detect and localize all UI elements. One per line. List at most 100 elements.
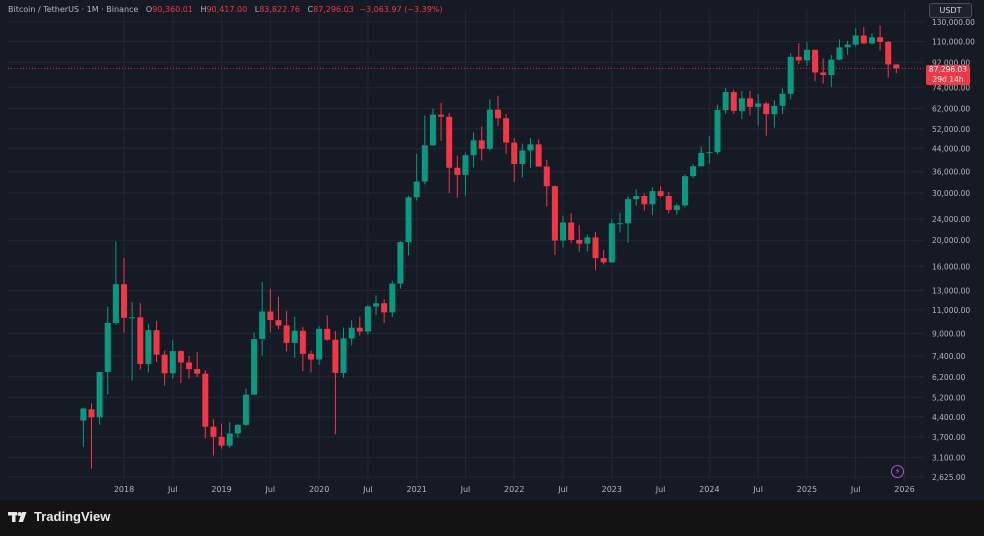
candle-body [543,166,550,187]
candle-body [625,199,632,224]
tradingview-logo[interactable]: TradingView [8,509,110,524]
candle-body [690,166,697,177]
candle-body [226,433,233,446]
symbol-title: Bitcoin / TetherUS · 1M · Binance [8,5,139,14]
candle [893,64,900,74]
candle-body [616,223,623,225]
candle [584,234,591,252]
candle [608,219,615,263]
open-value: 90,360.01 [152,5,193,14]
candle [194,351,201,378]
candle [324,315,331,341]
candle-body [332,339,339,373]
flash-icon[interactable]: ⚡ [891,465,904,478]
candle [429,108,436,146]
candle [446,113,453,193]
candle-body [868,37,875,44]
last-price-tag: 87,296.03 29d 14h [926,65,970,85]
x-tick-label: Jul [850,485,861,494]
candle [438,103,445,141]
candle-body [438,114,445,117]
candle [828,55,835,87]
candle-body [478,140,485,149]
candle-body [397,242,404,284]
x-tick-label: Jul [655,485,666,494]
x-tick-label: Jul [752,485,763,494]
candle [454,155,461,198]
candle [364,305,371,335]
candle-body [251,338,258,395]
x-tick-label: 2018 [114,485,134,494]
currency-selector[interactable]: USDT [929,3,972,18]
candle-body [348,327,355,339]
candle-body [210,426,217,437]
candle-body [633,195,640,200]
x-tick-label: Jul [167,485,178,494]
candle [673,203,680,215]
candle [373,295,380,316]
candle-body [608,223,615,263]
high-label: H [200,5,207,14]
candle-body [389,283,396,313]
candle-body [560,222,567,241]
candle [600,250,607,265]
y-tick-label: 24,000.00 [932,215,970,224]
candle-body [738,98,745,111]
y-tick-label: 44,000.00 [932,144,970,153]
y-tick-label: 20,000.00 [932,236,970,245]
candle [787,53,794,100]
candle [389,280,396,317]
candle-body [356,327,363,332]
x-tick-label: Jul [460,485,471,494]
candle-body [673,205,680,210]
candle-body [454,167,461,175]
candle [129,301,136,381]
candle-body [340,338,347,373]
candle [771,100,778,128]
candle-body [234,424,241,434]
candle-body [112,284,119,323]
candle-body [722,92,729,110]
candle-body [218,436,225,446]
candle-body [267,311,274,321]
candle-body [283,325,290,343]
candle-body [535,144,542,167]
candle-body [519,150,526,164]
candle [234,423,241,438]
candle [283,310,290,352]
candle [803,41,810,66]
candle [413,153,420,201]
candlestick-chart[interactable]: 130,000.00 110,000.00 92,000.00 74,000.00 62… [0,0,984,500]
x-tick-label: 2022 [504,485,524,494]
candle [852,28,859,47]
chart-area[interactable]: 130,000.00 110,000.00 92,000.00 74,000.00 62… [0,0,984,500]
candle-body [730,92,737,111]
y-tick-label: 36,000.00 [932,168,970,177]
candle [169,339,176,379]
candle [145,323,152,373]
candle [88,403,95,469]
last-price-value: 87,296.03 [928,65,968,74]
candle-body [121,284,127,318]
y-tick-label: 52,000.00 [932,125,970,134]
candle-body [145,330,152,364]
candle [860,27,867,45]
candle-body [803,49,810,61]
candle [844,40,851,55]
candle-body [527,144,534,151]
candle [511,138,518,183]
candle-body [161,354,168,374]
candle-body [592,237,599,259]
candle-body [885,41,892,65]
candle [698,146,705,167]
candle-body [405,197,412,243]
candle-body [681,176,688,206]
candle [462,152,469,196]
candle [706,135,713,164]
candle [657,186,664,198]
candle [755,94,762,126]
candle [747,90,754,116]
candle [121,257,127,333]
candle [316,326,323,365]
candle-body [275,320,282,326]
